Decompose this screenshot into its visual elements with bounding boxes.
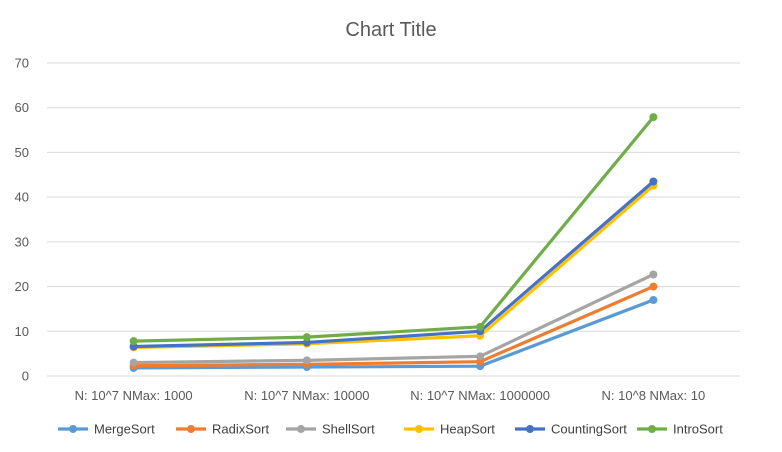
data-point-countingsort <box>649 177 658 186</box>
data-point-introsort <box>129 337 138 346</box>
chart-title: Chart Title <box>345 19 436 41</box>
y-tick-label: 30 <box>15 234 29 249</box>
y-tick-label: 50 <box>15 145 29 160</box>
y-tick-label: 10 <box>15 324 29 339</box>
legend-item-shellsort: ShellSort <box>286 422 375 437</box>
x-tick-label: N: 10^7 NMax: 10000 <box>244 388 369 403</box>
legend-swatch-marker <box>187 425 195 433</box>
series-line-shellsort <box>132 272 655 365</box>
y-tick-label: 20 <box>15 279 29 294</box>
series-radixsort <box>129 282 658 370</box>
y-tick-label: 0 <box>22 369 29 384</box>
data-point-radixsort <box>649 282 658 291</box>
legend-label: MergeSort <box>94 422 155 437</box>
legend-item-radixsort: RadixSort <box>176 422 269 437</box>
y-tick-label: 40 <box>15 190 29 205</box>
legend-label: HeapSort <box>440 422 495 437</box>
data-point-introsort <box>302 333 311 342</box>
series-line-radixsort <box>132 284 655 368</box>
series-line-mergesort <box>132 298 655 370</box>
series-line-introsort <box>132 115 655 343</box>
series-shellsort <box>129 270 658 367</box>
x-axis-ticks: N: 10^7 NMax: 1000 N: 10^7 NMax: 10000 N: … <box>75 388 706 403</box>
data-point-shellsort <box>129 358 138 367</box>
series-line-countingsort <box>132 179 655 349</box>
x-tick-label: N: 10^7 NMax: 1000000 <box>410 388 550 403</box>
legend-label: ShellSort <box>322 422 375 437</box>
legend-label: IntroSort <box>673 422 723 437</box>
y-axis-ticks: 0 10 20 30 40 50 60 70 <box>15 56 29 384</box>
x-tick-label: N: 10^8 NMax: 10 <box>602 388 706 403</box>
legend-swatch-marker <box>648 425 656 433</box>
y-tick-label: 70 <box>15 56 29 71</box>
gridlines <box>47 62 740 377</box>
legend-swatch-marker <box>69 425 77 433</box>
series-introsort <box>129 113 658 346</box>
data-point-shellsort <box>476 352 485 361</box>
data-point-introsort <box>649 113 658 122</box>
legend-item-heapsort: HeapSort <box>404 422 495 437</box>
legend-swatch-marker <box>297 425 305 433</box>
legend-swatch-marker <box>526 425 534 433</box>
series-countingsort <box>129 177 658 351</box>
legend-item-introsort: IntroSort <box>637 422 723 437</box>
legend-swatch-marker <box>415 425 423 433</box>
legend-label: CountingSort <box>551 422 627 437</box>
x-tick-label: N: 10^7 NMax: 1000 <box>75 388 193 403</box>
legend-item-mergesort: MergeSort <box>58 422 155 437</box>
data-point-mergesort <box>649 295 658 304</box>
legend-item-countingsort: CountingSort <box>515 422 627 437</box>
legend: MergeSort RadixSort ShellSort HeapSort Count… <box>58 422 723 437</box>
y-tick-label: 60 <box>15 100 29 115</box>
legend-label: RadixSort <box>212 422 269 437</box>
series-lines <box>129 113 658 372</box>
data-point-introsort <box>476 322 485 331</box>
data-point-shellsort <box>302 356 311 365</box>
data-point-shellsort <box>649 270 658 279</box>
